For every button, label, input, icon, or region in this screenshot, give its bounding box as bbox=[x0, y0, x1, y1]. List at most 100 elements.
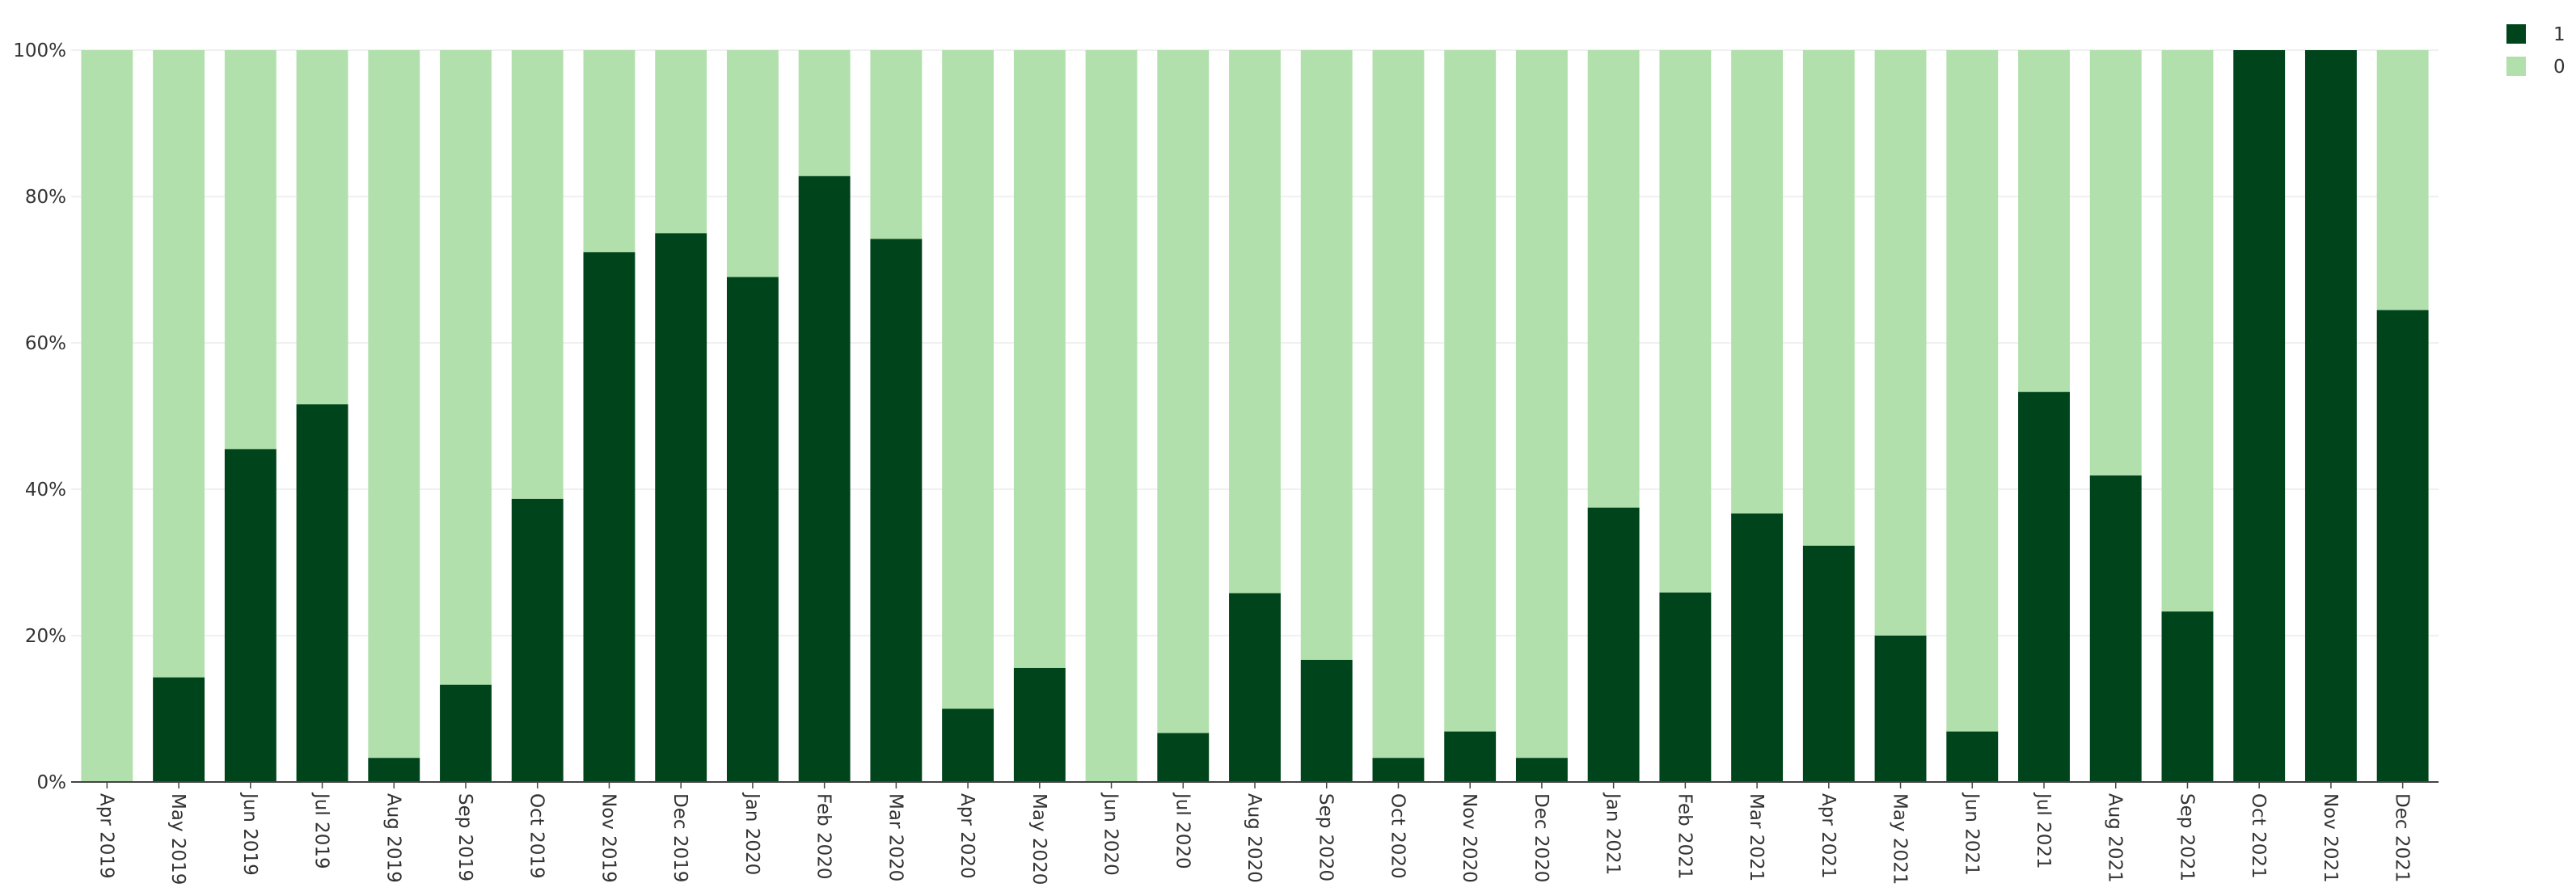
bar-segment-series-0 bbox=[511, 50, 564, 499]
bar-segment-series-0 bbox=[1444, 50, 1497, 732]
x-tick-label: Nov 2020 bbox=[1459, 793, 1480, 883]
bar-segment-series-0 bbox=[1013, 50, 1066, 668]
x-tick-label: Jun 2021 bbox=[1961, 792, 1982, 876]
x-tick-label: May 2020 bbox=[1028, 793, 1049, 885]
bar-segment-series-0 bbox=[942, 50, 995, 709]
bar-segment-series-1 bbox=[655, 233, 707, 782]
x-tick-label: Jun 2019 bbox=[239, 792, 260, 876]
x-tick-label: Aug 2019 bbox=[382, 793, 403, 883]
bar-segment-series-0 bbox=[1946, 50, 1999, 732]
bar-segment-series-1 bbox=[798, 175, 851, 782]
bar-segment-series-1 bbox=[1372, 758, 1425, 782]
x-tick-label: May 2019 bbox=[167, 793, 188, 885]
legend-swatch-1 bbox=[2506, 24, 2526, 44]
bar-segment-series-0 bbox=[1731, 50, 1784, 514]
x-tick-label: Oct 2020 bbox=[1387, 793, 1408, 879]
bar-segment-series-0 bbox=[1300, 50, 1353, 660]
x-tick-label: Dec 2020 bbox=[1531, 793, 1552, 882]
x-tick-label: Nov 2021 bbox=[2320, 793, 2341, 883]
bar-segment-series-1 bbox=[1444, 731, 1497, 782]
x-tick-label: Sep 2020 bbox=[1315, 793, 1337, 881]
bar-segment-series-0 bbox=[655, 50, 707, 234]
bar-segment-series-0 bbox=[224, 50, 277, 450]
bar-segment-series-1 bbox=[2161, 611, 2214, 782]
bar-segment-series-1 bbox=[2376, 310, 2429, 782]
bar-segment-series-1 bbox=[1874, 636, 1927, 782]
bar-segment-series-0 bbox=[1085, 50, 1138, 782]
x-tick-label: Nov 2019 bbox=[598, 793, 619, 883]
x-tick-label: Feb 2020 bbox=[813, 793, 834, 880]
bar-segment-series-0 bbox=[2089, 50, 2142, 475]
bar-segment-series-1 bbox=[1802, 545, 1855, 782]
y-tick-label: 60% bbox=[25, 333, 66, 354]
y-tick-label: 80% bbox=[25, 187, 66, 208]
bar-segment-series-0 bbox=[798, 50, 851, 176]
y-axis: 0% 20% 40% 60% 80% 100% bbox=[13, 40, 66, 793]
x-tick-label: Jun 2020 bbox=[1100, 792, 1121, 876]
y-tick-label: 100% bbox=[13, 40, 66, 61]
bar-segment-series-1 bbox=[153, 677, 205, 782]
x-tick-label: Jul 2021 bbox=[2033, 792, 2054, 869]
x-tick-label: Apr 2020 bbox=[956, 793, 978, 879]
bar-segment-series-0 bbox=[2376, 50, 2429, 311]
x-tick-label: Jan 2021 bbox=[1603, 792, 1624, 875]
bar-segment-series-1 bbox=[511, 498, 564, 782]
bar-segment-series-0 bbox=[440, 50, 492, 685]
bar-segment-series-1 bbox=[1659, 592, 1712, 782]
bar-segment-series-0 bbox=[1659, 50, 1712, 593]
x-tick-label: Mar 2021 bbox=[1746, 793, 1767, 881]
bar-segment-series-0 bbox=[1229, 50, 1281, 594]
bar-segment-series-1 bbox=[1157, 733, 1210, 782]
bar-segment-series-0 bbox=[726, 50, 779, 277]
bar-segment-series-1 bbox=[224, 449, 277, 782]
bar-segment-series-0 bbox=[1157, 50, 1210, 733]
x-tick-label: Feb 2021 bbox=[1674, 793, 1695, 880]
x-tick-label: Apr 2019 bbox=[95, 793, 116, 879]
bar-segment-series-0 bbox=[1372, 50, 1425, 759]
x-axis: Apr 2019 May 2019 Jun 2019 Jul 2019 Aug 2019… bbox=[71, 781, 2439, 885]
x-tick-label: Sep 2021 bbox=[2176, 793, 2197, 881]
bar-segment-series-1 bbox=[2233, 50, 2286, 782]
bar-segment-series-1 bbox=[726, 277, 779, 782]
x-tick-label: Oct 2019 bbox=[526, 793, 547, 879]
bar-segment-series-0 bbox=[870, 50, 923, 239]
bar-segment-series-1 bbox=[583, 251, 636, 782]
bar-segment-series-1 bbox=[1515, 758, 1568, 782]
legend-label-0: 0 bbox=[2553, 57, 2565, 78]
x-tick-label: May 2021 bbox=[1890, 793, 1911, 885]
bar-segment-series-1 bbox=[440, 684, 492, 782]
x-tick-label: Dec 2019 bbox=[669, 793, 690, 882]
bar-segment-series-1 bbox=[1229, 593, 1281, 782]
bar-segment-series-1 bbox=[870, 239, 923, 782]
legend-label-1: 1 bbox=[2553, 24, 2565, 45]
x-tick-label: Mar 2020 bbox=[885, 793, 906, 881]
bar-segment-series-1 bbox=[1587, 507, 1640, 782]
bar-segment-series-1 bbox=[2089, 475, 2142, 782]
bar-segment-series-0 bbox=[296, 50, 348, 405]
bar-segment-series-0 bbox=[153, 50, 205, 678]
bar-segment-series-0 bbox=[1874, 50, 1927, 636]
bar-segment-series-0 bbox=[1515, 50, 1568, 759]
x-tick-label: Jul 2020 bbox=[1172, 792, 1193, 869]
bar-segment-series-0 bbox=[1802, 50, 1855, 546]
bar-segment-series-1 bbox=[1731, 513, 1784, 782]
y-tick-label: 40% bbox=[25, 480, 66, 501]
bar-segment-series-0 bbox=[368, 50, 420, 759]
bar-segment-series-0 bbox=[583, 50, 636, 252]
bar-segment-series-0 bbox=[2018, 50, 2070, 392]
bar-segment-series-1 bbox=[1946, 731, 1999, 782]
y-tick-label: 20% bbox=[25, 626, 66, 647]
x-tick-label: Dec 2021 bbox=[2392, 793, 2413, 882]
x-tick-label: Aug 2021 bbox=[2105, 793, 2126, 883]
x-tick-label: Apr 2021 bbox=[1818, 793, 1839, 879]
bar-segment-series-1 bbox=[942, 708, 995, 782]
bar-segment-series-0 bbox=[2161, 50, 2214, 612]
bar-segment-series-1 bbox=[1013, 667, 1066, 782]
bar-segment-series-1 bbox=[2018, 391, 2070, 782]
x-tick-label: Sep 2019 bbox=[454, 793, 475, 881]
legend: 10 bbox=[2506, 24, 2565, 78]
bar-segment-series-1 bbox=[1300, 659, 1353, 782]
bar-segment-series-0 bbox=[81, 50, 133, 782]
bar-segment-series-1 bbox=[296, 404, 348, 782]
